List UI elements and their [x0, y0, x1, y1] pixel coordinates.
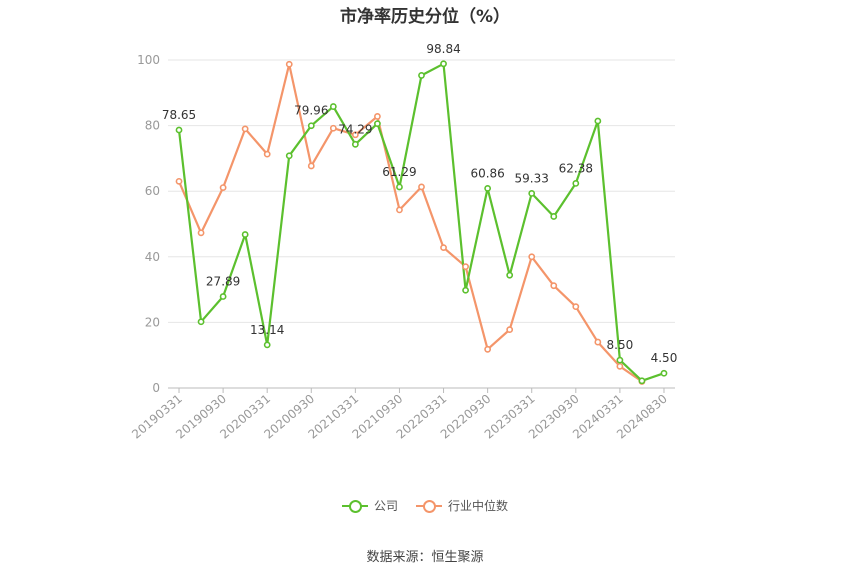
data-label: 13.14 [250, 323, 284, 337]
point-industry-median [484, 345, 492, 353]
point-company [484, 184, 492, 192]
data-label: 8.50 [607, 338, 634, 352]
line-chart: 0204060801002019033120190930202003312020… [129, 42, 677, 442]
point-industry-median [550, 282, 558, 290]
data-label: 27.89 [206, 275, 240, 289]
point-company [594, 117, 602, 125]
y-tick-label: 20 [145, 315, 160, 329]
data-label: 59.33 [515, 171, 549, 185]
point-company [418, 72, 425, 79]
point-company [285, 152, 293, 160]
point-company [351, 140, 359, 148]
point-industry-median [285, 60, 293, 68]
series-points [175, 60, 668, 385]
data-label: 98.84 [426, 42, 460, 56]
data-label: 74.29 [338, 122, 372, 136]
legend-industry-swatch [416, 499, 442, 513]
data-source: 数据来源：恒生聚源 [366, 550, 484, 565]
point-industry-median [175, 177, 183, 185]
data-label: 61.29 [382, 165, 416, 179]
point-company [219, 293, 227, 300]
data-label: 78.65 [162, 108, 196, 122]
point-company [462, 286, 469, 294]
data-label: 60.86 [470, 166, 504, 180]
point-company [616, 356, 624, 364]
point-company [396, 183, 403, 191]
data-label: 79.96 [294, 104, 328, 118]
point-company [197, 318, 205, 326]
point-industry-median [307, 162, 315, 170]
point-company [506, 271, 514, 279]
grid-lines [168, 59, 675, 323]
chart-title: 市净率历史分位（%） [339, 7, 511, 27]
point-industry-median [396, 206, 403, 214]
data-labels: 78.65 27.89 13.14 79.96 74.29 61.29 98.84 60.86… [162, 42, 677, 365]
y-tick-label: 60 [145, 184, 160, 198]
point-company [572, 179, 580, 187]
point-industry-median [263, 150, 271, 158]
legend: 公司 行业中位数 [0, 497, 850, 514]
point-company [263, 341, 271, 349]
point-industry-median [197, 229, 205, 237]
legend-industry-label: 行业中位数 [448, 499, 509, 513]
point-company [329, 103, 337, 110]
y-tick-label: 80 [145, 119, 160, 133]
point-industry-median [616, 362, 624, 370]
point-industry-median [440, 244, 447, 252]
point-company [528, 189, 536, 197]
point-industry-median [572, 303, 580, 311]
legend-company-swatch [341, 499, 368, 513]
point-industry-median [351, 131, 359, 139]
axes: 0204060801002019033120190930202003312020… [129, 53, 675, 442]
legend-company-label: 公司 [373, 499, 398, 513]
series-line-industry-median [177, 63, 643, 383]
legend-item-company[interactable]: 公司 [341, 497, 398, 514]
legend-item-industry-median[interactable]: 行业中位数 [416, 497, 508, 514]
point-company [307, 122, 315, 130]
point-company [638, 377, 646, 385]
point-company [175, 126, 183, 134]
point-company [241, 231, 249, 238]
point-company [374, 120, 381, 128]
point-industry-median [241, 125, 249, 133]
point-company [660, 369, 668, 377]
point-industry-median [528, 253, 536, 261]
point-industry-median [594, 338, 602, 346]
point-industry-median [329, 124, 337, 132]
point-company [550, 213, 558, 220]
data-label: 4.50 [651, 351, 678, 365]
data-label: 62.38 [559, 161, 593, 175]
y-tick-label: 100 [137, 53, 160, 67]
point-industry-median [462, 263, 469, 271]
point-industry-median [374, 113, 381, 120]
point-company [440, 60, 447, 68]
point-industry-median [219, 184, 227, 191]
y-tick-label: 40 [145, 250, 160, 264]
point-industry-median [506, 326, 514, 334]
y-tick-label: 0 [152, 381, 160, 395]
point-industry-median [418, 183, 425, 191]
